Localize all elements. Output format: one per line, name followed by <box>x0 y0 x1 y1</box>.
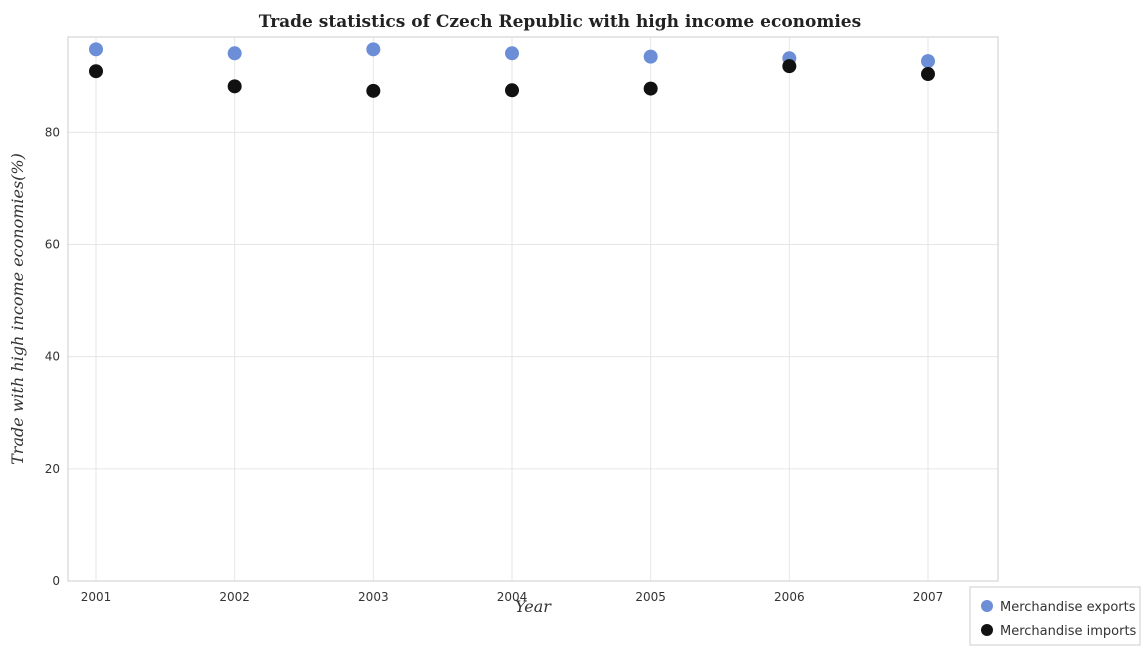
imports-point <box>921 67 935 82</box>
points <box>89 42 935 98</box>
imports-point <box>782 59 797 74</box>
x-axis-label: Year <box>515 597 552 616</box>
y-tick-label: 0 <box>52 574 60 588</box>
x-tick-label: 2003 <box>358 590 389 604</box>
imports-point <box>643 81 658 96</box>
imports-point <box>366 83 381 98</box>
legend-marker-imports <box>981 624 993 636</box>
x-tick-label: 2001 <box>81 590 112 604</box>
exports-point <box>366 42 381 57</box>
y-axis-label: Trade with high income economies(%) <box>8 153 27 465</box>
grid <box>68 37 998 582</box>
legend-label-exports: Merchandise exports <box>1000 600 1136 615</box>
y-tick-label: 40 <box>45 350 60 364</box>
x-tick-label: 2007 <box>913 590 944 604</box>
imports-point <box>89 64 103 79</box>
y-tick-label: 60 <box>45 238 60 252</box>
legend-label-imports: Merchandise imports <box>1000 624 1137 639</box>
y-tick-label: 80 <box>45 125 60 139</box>
exports-point <box>89 42 103 57</box>
x-tick-label: 2004 <box>497 590 528 604</box>
legend-box <box>969 586 1141 646</box>
y-tick-label: 20 <box>45 462 60 476</box>
x-tick-label: 2002 <box>219 590 250 604</box>
exports-point <box>227 46 242 61</box>
x-tick-label: 2006 <box>774 590 805 604</box>
exports-point <box>643 49 658 64</box>
exports-point <box>505 46 519 61</box>
y-ticks: 0 20 40 60 80 <box>45 125 60 588</box>
imports-point <box>505 83 519 98</box>
x-ticks: 2001 2002 2003 2004 2005 2006 2007 <box>81 590 944 604</box>
legend: Merchandise exports Merchandise imports <box>969 586 1141 646</box>
imports-point <box>227 79 242 94</box>
exports-point <box>921 54 935 69</box>
legend-marker-exports <box>981 600 993 612</box>
plot-frame <box>67 36 999 582</box>
x-tick-label: 2005 <box>635 590 666 604</box>
chart-title: Trade statistics of Czech Republic with … <box>259 12 861 32</box>
